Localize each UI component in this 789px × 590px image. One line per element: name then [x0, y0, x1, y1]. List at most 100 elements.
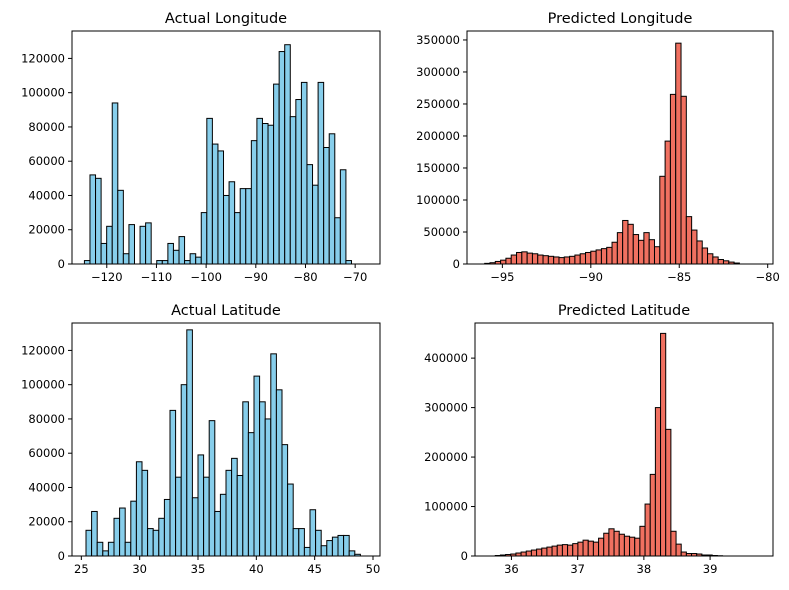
histogram-bar	[236, 474, 244, 557]
histogram-bar	[208, 420, 216, 557]
x-tick-label: 50	[366, 562, 381, 576]
histogram-bar	[623, 535, 631, 557]
histogram-bar	[83, 260, 91, 265]
histogram-bar	[191, 497, 199, 557]
histogram-bar	[270, 353, 277, 557]
histogram-bar	[654, 407, 662, 557]
histogram-bar	[300, 81, 308, 265]
y-tick-label: 40000	[28, 480, 65, 494]
plot-frame	[474, 322, 774, 557]
y-tick-label: 0	[58, 257, 65, 271]
y-tick-label: 200000	[424, 450, 468, 464]
y-tick-label: 80000	[28, 120, 65, 134]
histogram-bar	[163, 498, 171, 557]
histogram-bar	[107, 541, 115, 557]
histogram-bar	[167, 242, 174, 265]
histogram-bar	[180, 384, 188, 557]
y-tick-label: 0	[58, 549, 65, 563]
histogram-bar	[186, 329, 193, 557]
histogram-bar	[696, 240, 703, 265]
histogram-bar	[145, 222, 152, 265]
histogram-bar	[289, 116, 297, 265]
histogram-bar	[312, 184, 319, 265]
histogram-bar	[701, 247, 709, 265]
histogram-bar	[295, 99, 302, 265]
histogram-bar	[343, 534, 350, 557]
histogram-bar	[348, 550, 356, 557]
chart-panel-3: 25 30 35 40 45 50 0 20000 40000 60000 80000 100000 1…	[21, 303, 381, 576]
histogram-bar	[326, 540, 333, 557]
histogram-bar	[214, 510, 221, 557]
histogram-bar	[613, 530, 620, 557]
histogram-bar	[128, 224, 135, 265]
histogram-bar	[680, 95, 687, 265]
y-tick-label: 50000	[423, 225, 460, 239]
histogram-bar	[119, 507, 126, 557]
histogram-bar	[546, 546, 553, 557]
histogram-bar	[139, 225, 147, 265]
histogram-bar	[317, 81, 325, 265]
histogram-bar	[250, 140, 258, 265]
x-tick-label: −120	[91, 270, 123, 284]
histogram-bar	[211, 143, 219, 265]
y-tick-label: 300000	[424, 401, 468, 415]
plot-frame	[466, 30, 774, 265]
histogram-bar	[574, 254, 581, 265]
chart-title: Predicted Latitude	[558, 303, 690, 319]
histogram-bar	[644, 503, 651, 557]
histogram-bar	[618, 533, 625, 557]
histogram-bar	[309, 509, 317, 557]
histogram-bar	[184, 260, 191, 265]
histogram-bar	[345, 260, 352, 265]
y-tick-label: 100000	[424, 500, 468, 514]
histogram-bar	[298, 528, 305, 557]
histogram-bar	[158, 517, 165, 557]
y-tick-label: 60000	[28, 154, 65, 168]
histogram-bar	[106, 225, 113, 265]
x-tick-label: 39	[703, 562, 718, 576]
histogram-bar	[622, 219, 629, 265]
histogram-bar	[660, 332, 667, 557]
histogram-bar	[632, 234, 640, 265]
histogram-bars	[484, 42, 740, 265]
histogram-bar	[281, 444, 289, 557]
histogram-bar	[547, 255, 555, 265]
histogram-bar	[653, 246, 661, 265]
histogram-bar	[675, 42, 682, 265]
y-tick-label: 0	[461, 549, 468, 563]
histogram-bar	[521, 251, 528, 265]
histogram-bar	[239, 188, 247, 265]
histogram-bar	[256, 117, 263, 265]
histogram-bar	[175, 476, 182, 557]
y-tick-label: 60000	[28, 446, 65, 460]
histogram-bar	[510, 254, 518, 265]
chart-title: Actual Latitude	[171, 303, 281, 319]
histogram-bar	[629, 536, 636, 557]
histogram-bar	[616, 232, 624, 265]
histogram-bar	[225, 469, 233, 557]
x-tick-label: 38	[637, 562, 652, 576]
y-tick-label: 150000	[416, 161, 460, 175]
histogram-bar	[287, 483, 294, 557]
histogram-bar	[284, 44, 291, 265]
histogram-bar	[526, 252, 533, 265]
histogram-bar	[334, 217, 341, 265]
histogram-bar	[707, 253, 714, 265]
histogram-bar	[320, 545, 328, 557]
x-tick-label: 30	[132, 562, 147, 576]
histogram-bar	[520, 551, 527, 557]
y-tick-label: 400000	[424, 351, 468, 365]
y-tick-label: 100000	[21, 378, 65, 392]
histogram-bar	[178, 236, 186, 265]
histogram-bar	[147, 528, 154, 557]
y-tick-label: 20000	[28, 515, 65, 529]
histogram-bar	[111, 102, 119, 265]
histogram-bar	[228, 181, 236, 265]
histogram-bar	[278, 51, 286, 265]
histogram-bar	[505, 257, 512, 265]
histogram-bar	[253, 375, 261, 557]
plot-frame	[71, 30, 381, 265]
y-tick-label: 100000	[416, 193, 460, 207]
histogram-bars	[494, 332, 724, 557]
